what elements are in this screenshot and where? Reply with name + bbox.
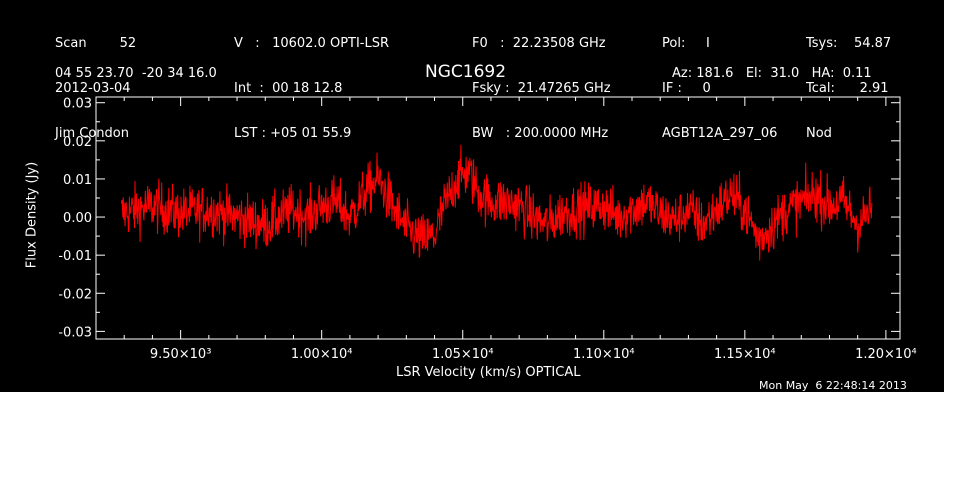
header-integration: Int : 00 18 12.8: [234, 81, 343, 96]
y-tick-label: -0.02: [58, 287, 92, 302]
header-if: IF : 0: [662, 81, 711, 96]
header-scan-block: Scan 52 2012-03-04 Jim Condon: [55, 6, 136, 156]
header-tsys-block: Tsys: 54.87 Tcal: 2.91 Nod: [806, 6, 891, 156]
chart-title: NGC1692: [425, 62, 507, 82]
y-tick-label: 0.00: [63, 211, 92, 226]
header-f0: F0 : 22.23508 GHz: [472, 36, 606, 51]
header-frequency-block: F0 : 22.23508 GHz Fsky : 21.47265 GHz BW…: [472, 6, 611, 156]
spectrum-chart: 9.50×10³ 1.00×10⁴ 1.05×10⁴ 1.10×10⁴ 1.15×10⁴…: [58, 96, 917, 362]
plot-timestamp: Mon May 6 22:48:14 2013: [759, 379, 907, 392]
header-tcal: Tcal: 2.91: [806, 81, 889, 96]
header-velocity-block: V : 10602.0 OPTI-LSR Int : 00 18 12.8 LS…: [234, 6, 389, 156]
header-velocity: V : 10602.0 OPTI-LSR: [234, 36, 390, 51]
x-tick-label: 9.50×10³: [150, 347, 212, 362]
plot-frame: [95, 96, 901, 340]
y-tick-label: -0.03: [58, 325, 92, 340]
header-scan: Scan 52: [55, 36, 137, 51]
x-tick-label: 1.10×10⁴: [573, 347, 635, 362]
x-tick-label: 1.00×10⁴: [291, 347, 353, 362]
header-bw: BW : 200.0000 MHz: [472, 126, 609, 141]
header-pol-block: Pol: I IF : 0 AGBT12A_297_06: [662, 6, 777, 156]
header-tsys: Tsys: 54.87: [806, 36, 892, 51]
y-tick-label: -0.01: [58, 249, 92, 264]
header-coords: 04 55 23.70 -20 34 16.0: [55, 66, 217, 81]
spectrum-line: [120, 144, 873, 261]
header-lst: LST : +05 01 55.9: [234, 126, 352, 141]
header-project: AGBT12A_297_06: [662, 126, 778, 141]
header-observer: Jim Condon: [55, 126, 129, 141]
x-tick-label: 1.05×10⁴: [432, 347, 494, 362]
y-tick-label: 0.03: [63, 97, 92, 112]
header-pol: Pol: I: [662, 36, 710, 51]
header-date: 2012-03-04: [55, 81, 131, 96]
series-group: [120, 144, 873, 261]
header-fsky: Fsky : 21.47265 GHz: [472, 81, 611, 96]
header-pointing: Az: 181.6 El: 31.0 HA: 0.11: [672, 66, 872, 81]
header-mode: Nod: [806, 126, 832, 141]
x-tick-label: 1.15×10⁴: [714, 347, 776, 362]
axis-ticks: 9.50×10³ 1.00×10⁴ 1.05×10⁴ 1.10×10⁴ 1.15×10⁴…: [58, 97, 916, 362]
y-tick-label: 0.01: [63, 173, 92, 188]
y-tick-label: 0.02: [63, 135, 92, 150]
x-tick-label: 1.20×10⁴: [855, 347, 917, 362]
x-axis-label: LSR Velocity (km/s) OPTICAL: [396, 365, 581, 380]
